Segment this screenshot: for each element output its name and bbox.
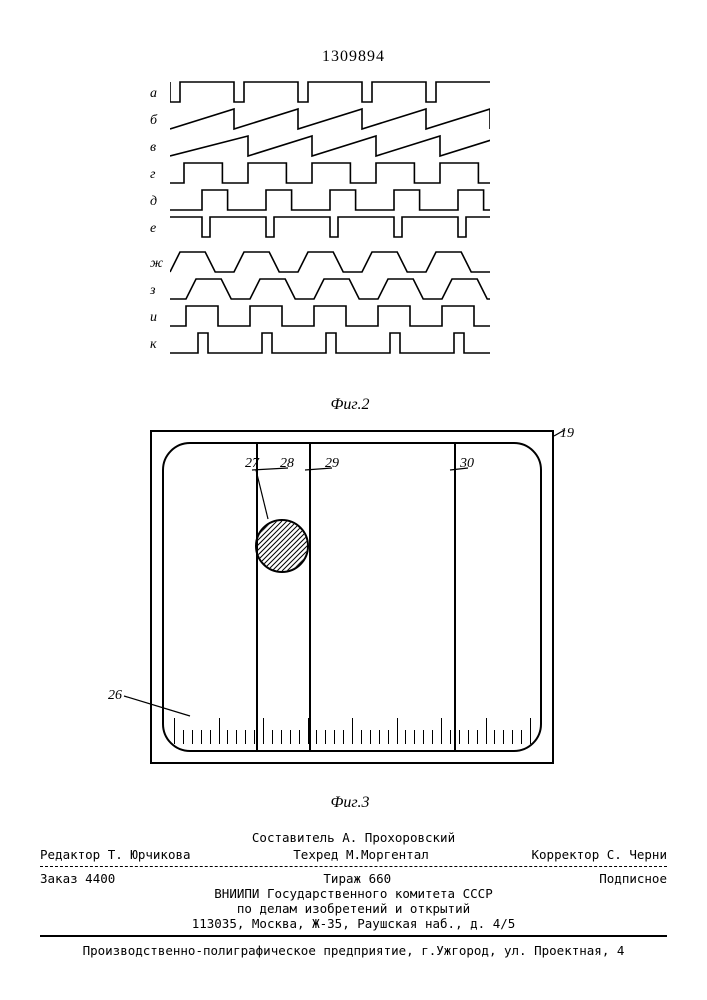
divider-dashed xyxy=(40,866,667,867)
fig2-caption: Фиг.2 xyxy=(331,396,370,414)
waveform-trace xyxy=(170,304,490,328)
waveform-label: а xyxy=(150,86,157,102)
footer: Составитель А. Прохоровский Редактор Т. … xyxy=(40,830,667,958)
divider-solid xyxy=(40,935,667,937)
figure-3: 192728293026 Фиг.3 xyxy=(100,430,600,790)
waveform-row: ж xyxy=(170,250,530,275)
waveform-label: з xyxy=(150,283,155,299)
waveform-label: к xyxy=(150,337,157,353)
waveform-row: и xyxy=(170,304,530,329)
waveform-label: е xyxy=(150,221,156,237)
corrector: Корректор С. Черни xyxy=(532,847,667,862)
fig3-leader-line xyxy=(100,430,600,790)
figure-2: абвгдежзик Фиг.2 xyxy=(170,80,530,390)
waveform-label: г xyxy=(150,167,155,183)
org-line2: по делам изобретений и открытий xyxy=(40,901,667,916)
waveform-label: в xyxy=(150,140,156,156)
waveform-trace xyxy=(170,161,490,185)
page: 1309894 абвгдежзик Фиг.2 192728293026 Фи… xyxy=(0,0,707,1000)
waveform-row: г xyxy=(170,161,530,186)
fig3-caption: Фиг.3 xyxy=(331,794,370,812)
waveform-trace xyxy=(170,277,490,301)
waveform-trace xyxy=(170,80,490,104)
order: Заказ 4400 xyxy=(40,871,115,886)
waveform-label: и xyxy=(150,310,157,326)
waveform-label: б xyxy=(150,113,157,129)
waveform-row: е xyxy=(170,215,530,240)
waveform-row: в xyxy=(170,134,530,159)
waveform-row: д xyxy=(170,188,530,213)
org-line1: ВНИИПИ Государственного комитета СССР xyxy=(40,886,667,901)
tech-editor: Техред М.Моргентал xyxy=(293,847,428,862)
addr-line: 113035, Москва, Ж-35, Раушская наб., д. … xyxy=(40,916,667,931)
circulation: Тираж 660 xyxy=(323,871,391,886)
waveform-row: б xyxy=(170,107,530,132)
waveform-trace xyxy=(170,331,490,355)
composer-line: Составитель А. Прохоровский xyxy=(40,830,667,845)
waveform-row: з xyxy=(170,277,530,302)
waveform-label: ж xyxy=(150,256,163,272)
waveform-row: а xyxy=(170,80,530,105)
print-row: Заказ 4400 Тираж 660 Подписное xyxy=(40,871,667,886)
credits-row: Редактор Т. Юрчикова Техред М.Моргентал … xyxy=(40,847,667,862)
waveform-label: д xyxy=(150,194,157,210)
signed: Подписное xyxy=(599,871,667,886)
waveform-trace xyxy=(170,188,490,212)
press-line: Производственно-полиграфическое предприя… xyxy=(40,943,667,958)
waveform-trace xyxy=(170,107,490,131)
waveform-trace xyxy=(170,134,490,158)
waveform-trace xyxy=(170,250,490,274)
waveform-trace xyxy=(170,215,490,239)
doc-number: 1309894 xyxy=(322,48,385,66)
editor: Редактор Т. Юрчикова xyxy=(40,847,191,862)
waveform-row: к xyxy=(170,331,530,356)
